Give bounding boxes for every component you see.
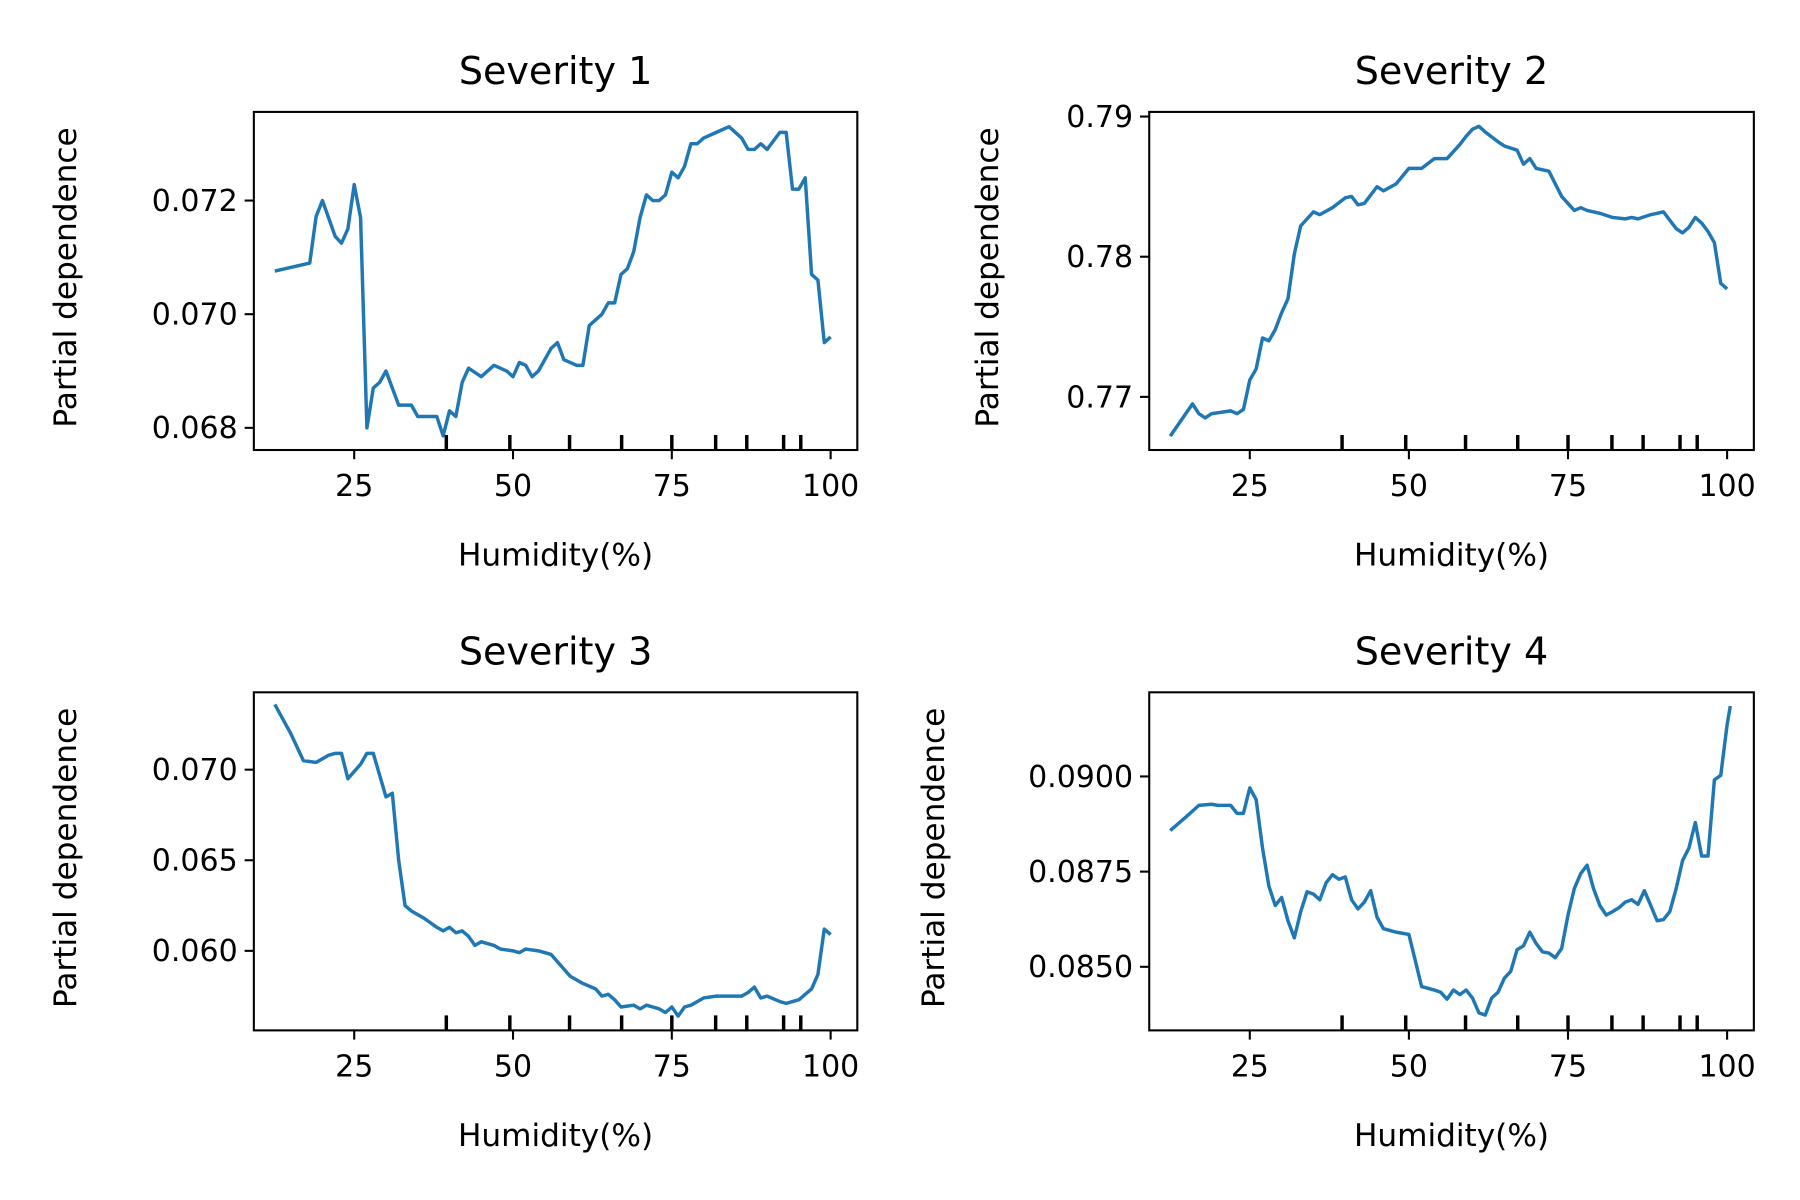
y-axis-label: Partial dependence: [48, 127, 84, 427]
x-tick-label: 50: [494, 1050, 532, 1085]
x-axis-label: Humidity(%): [1354, 537, 1549, 573]
x-tick-label: 100: [802, 469, 859, 504]
subplot: 25 50 75 100 0.0850 0.0875 0.0900 Severity 4 Hum…: [916, 630, 1756, 1154]
x-tick-label: 25: [1231, 1050, 1269, 1085]
y-axis-label: Partial dependence: [916, 708, 952, 1008]
x-axis-label: Humidity(%): [458, 1118, 653, 1154]
data-line: [274, 124, 832, 438]
subplot-title: Severity 2: [1355, 49, 1549, 93]
x-axis-label: Humidity(%): [1354, 1118, 1549, 1154]
subplot: 25 50 75 100 0.060 0.065 0.070 Severity 3 Humidi…: [48, 630, 859, 1154]
x-axis-label: Humidity(%): [458, 537, 653, 573]
subplot-title: Severity 4: [1355, 630, 1549, 674]
y-axis-label: Partial dependence: [48, 708, 84, 1008]
x-tick-label: 50: [494, 469, 532, 504]
x-tick-label: 75: [653, 1050, 691, 1085]
x-tick-label: 100: [802, 1050, 859, 1085]
y-tick-label: 0.065: [152, 844, 238, 879]
x-tick-label: 50: [1390, 469, 1428, 504]
y-tick-label: 0.0900: [1028, 760, 1133, 795]
subplot: 25 50 75 100 0.77 0.78 0.79 Severity 2 Humidity(…: [970, 49, 1756, 573]
subplot-title: Severity 3: [459, 630, 653, 674]
plot-frame: [252, 691, 859, 1032]
x-tick-label: 75: [1549, 469, 1587, 504]
y-tick-label: 0.068: [152, 411, 238, 446]
subplot-title: Severity 1: [459, 49, 653, 93]
y-tick-label: 0.79: [1066, 100, 1133, 135]
plot-frame: [1148, 110, 1755, 452]
y-axis-label: Partial dependence: [970, 127, 1006, 427]
subplot: 25 50 75 100 0.068 0.070 0.072 Severity 1 Humidi…: [48, 49, 859, 573]
y-tick-label: 0.0875: [1028, 855, 1133, 890]
x-tick-label: 50: [1390, 1050, 1428, 1085]
plot-frame: [1148, 691, 1755, 1032]
plot-frame: [252, 110, 859, 452]
x-tick-label: 100: [1698, 469, 1755, 504]
data-line: [1169, 705, 1733, 1017]
x-tick-label: 25: [335, 1050, 373, 1085]
y-tick-label: 0.070: [152, 753, 238, 788]
x-tick-label: 75: [653, 469, 691, 504]
y-tick-label: 0.77: [1066, 380, 1133, 415]
y-tick-label: 0.78: [1066, 240, 1133, 275]
x-tick-label: 75: [1549, 1050, 1587, 1085]
y-tick-label: 0.060: [152, 934, 238, 969]
y-tick-label: 0.0850: [1028, 950, 1133, 985]
y-tick-label: 0.072: [152, 184, 238, 219]
y-tick-label: 0.070: [152, 298, 238, 333]
x-tick-label: 25: [335, 469, 373, 504]
data-line: [273, 703, 832, 1018]
x-tick-label: 25: [1231, 469, 1269, 504]
x-tick-label: 100: [1698, 1050, 1755, 1085]
data-line: [1168, 124, 1729, 438]
